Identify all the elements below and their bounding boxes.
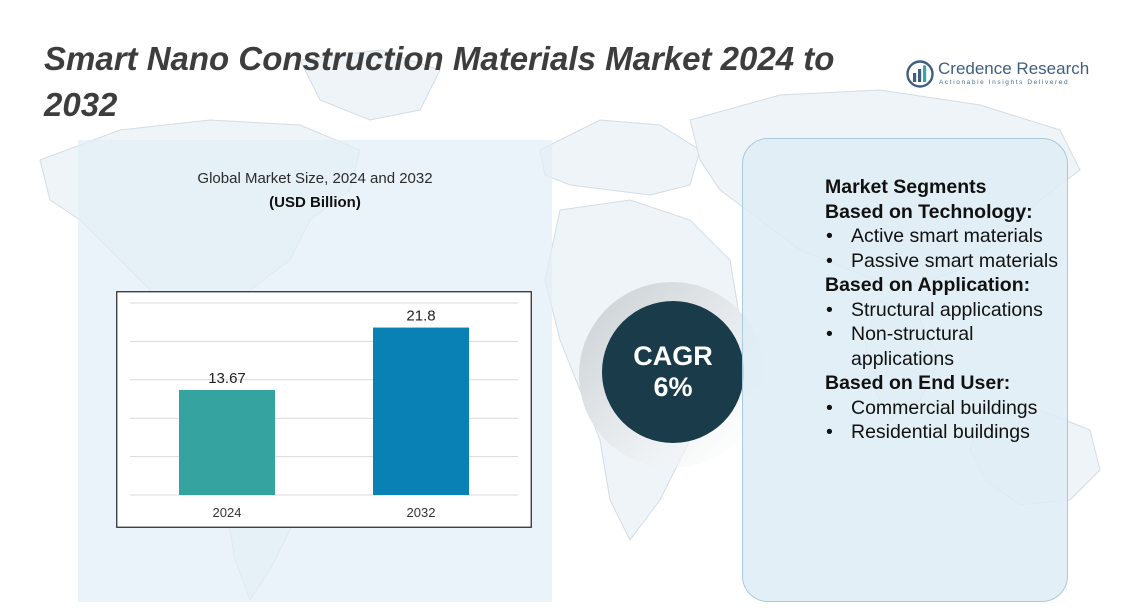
cagr-value: 6% (653, 372, 693, 402)
x-tick-label: 2032 (407, 505, 436, 520)
segment-item: Residential buildings (825, 420, 1065, 445)
segment-group-heading: Based on Technology: (825, 200, 1033, 223)
segment-group-heading: Based on End User: (825, 372, 1011, 394)
logo-name: Credence Research (938, 59, 1090, 78)
bar (373, 327, 469, 495)
cagr-badge: CAGR 6% (602, 301, 744, 443)
data-label: 21.8 (406, 308, 435, 325)
cagr-label: CAGR (633, 341, 713, 371)
segment-item: Commercial buildings (825, 396, 1065, 421)
x-tick-label: 2024 (213, 505, 242, 520)
chart-subtitle: (USD Billion) (269, 194, 361, 211)
bar-chart: 13.67 2024 21.8 2032 (116, 291, 532, 528)
segment-item: Structural applications (825, 298, 1065, 323)
segment-list: Active smart materials Passive smart mat… (825, 224, 1065, 273)
bar (179, 390, 275, 495)
credence-research-logo-icon (906, 60, 934, 88)
segment-item: Active smart materials (825, 224, 1065, 249)
segment-list: Commercial buildings Residential buildin… (825, 396, 1065, 445)
segments-title: Market Segments (825, 176, 987, 198)
segments-content: Market Segments Based on Technology: Act… (825, 175, 1065, 445)
segment-group-heading: Based on Application: (825, 274, 1031, 296)
logo-tagline: Actionable Insights Delivered (939, 79, 1070, 86)
brand-logo: Credence Research Actionable Insights De… (906, 58, 1096, 92)
segment-list: Structural applications Non-structural a… (825, 298, 1065, 372)
chart-title: Global Market Size, 2024 and 2032 (197, 170, 433, 187)
segment-item: Passive smart materials (825, 249, 1065, 274)
page-title: Smart Nano Construction Materials Market… (44, 40, 835, 123)
segment-item: Non-structural applications (825, 322, 1065, 371)
data-label: 13.67 (208, 370, 246, 387)
chart-frame (116, 291, 532, 528)
